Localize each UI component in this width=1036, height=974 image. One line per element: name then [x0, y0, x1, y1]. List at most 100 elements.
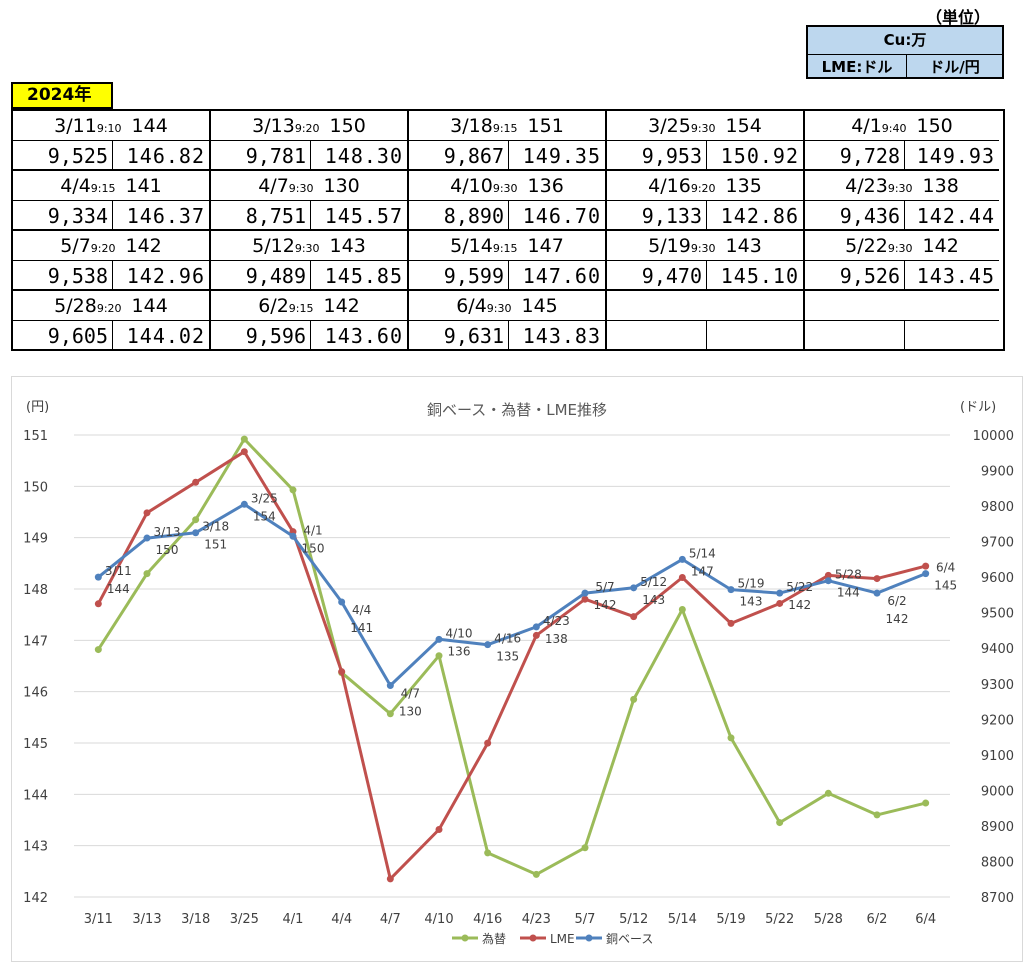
- rate-cell-exchange: 150.92: [707, 141, 805, 171]
- rate-time: 9:20: [294, 122, 320, 135]
- rate-time: 9:15: [492, 242, 518, 255]
- legend-label: 為替: [482, 932, 506, 946]
- rate-time: 9:30: [492, 182, 518, 195]
- copper-label-value: 141: [350, 621, 373, 635]
- rate-cell-exchange: 147.60: [509, 261, 607, 291]
- rate-cell-lme: 9,781: [211, 141, 311, 171]
- rate-date: 6/4: [456, 295, 487, 317]
- copper-label-value: 144: [837, 586, 860, 600]
- rate-cell-header: 4/49:15 141: [13, 171, 211, 201]
- legend-marker: [529, 934, 537, 942]
- y-left-tick-label: 143: [23, 840, 48, 855]
- rate-copper: 138: [922, 175, 959, 197]
- y-left-tick-label: 142: [23, 891, 48, 906]
- rate-cell: 5/129:30 143 9,489 145.85: [211, 231, 409, 291]
- copper-label-value: 130: [399, 705, 422, 719]
- unit-caption: （単位）: [926, 8, 991, 27]
- rate-date: 6/2: [258, 295, 289, 317]
- rate-copper: 144: [131, 115, 168, 137]
- series-point-2: [824, 577, 832, 585]
- copper-label-value: 151: [204, 538, 227, 552]
- y-right-tick-label: 9300: [981, 678, 1014, 693]
- rate-date: 4/4: [60, 175, 91, 197]
- y-right-tick-label: 9800: [981, 500, 1014, 515]
- rate-copper: 143: [329, 235, 366, 257]
- series-point-2: [727, 586, 735, 594]
- rate-time: 9:15: [288, 302, 314, 315]
- y-right-tick-label: 8800: [981, 855, 1014, 870]
- rate-cell: 4/239:30 138 9,436 142.44: [805, 171, 999, 231]
- unit-exchange-label: ドル/円: [929, 58, 980, 76]
- rate-date: 5/19: [648, 235, 691, 257]
- rate-cell-lme: 9,596: [211, 321, 311, 349]
- x-tick-label: 4/4: [331, 912, 352, 927]
- rate-cell: 4/49:15 141 9,334 146.37: [13, 171, 211, 231]
- rate-cell-exchange: 145.57: [311, 201, 409, 231]
- series-point-1: [338, 668, 346, 676]
- y-left-tick-label: 150: [23, 480, 48, 495]
- rate-date: 3/11: [54, 115, 97, 137]
- rate-cell-header: 3/139:20 150: [211, 111, 409, 141]
- rate-cell-lme: 9,525: [13, 141, 113, 171]
- series-point-0: [873, 811, 881, 819]
- chart: 銅ベース・為替・LME推移 (円) (ドル) 142 143 144 145 146 147 14…: [23, 400, 1014, 946]
- rate-cell-header: 6/49:30 145: [409, 291, 607, 321]
- series-point-2: [630, 584, 638, 592]
- series-point-0: [532, 870, 540, 878]
- rate-cell-exchange: 145.10: [707, 261, 805, 291]
- rate-cell: 4/109:30 136 8,890 146.70: [409, 171, 607, 231]
- rate-cell: 4/79:30 130 8,751 145.57: [211, 171, 409, 231]
- rate-cell-header: 3/189:15 151: [409, 111, 607, 141]
- copper-label-date: 4/4: [352, 603, 371, 617]
- rate-cell-exchange: 143.45: [905, 261, 999, 291]
- series-point-2: [532, 623, 540, 631]
- copper-label-date: 5/12: [640, 575, 667, 589]
- x-tick-label: 4/23: [522, 912, 551, 927]
- series-point-1: [824, 571, 832, 579]
- copper-label-value: 135: [496, 650, 519, 664]
- rate-cell-header: [805, 291, 999, 321]
- x-tick-label: 4/7: [380, 912, 401, 927]
- copper-label-value: 144: [107, 582, 130, 596]
- rate-cell-exchange: 146.70: [509, 201, 607, 231]
- rate-cell-header: 5/79:20 142: [13, 231, 211, 261]
- y-right-tick-label: 8700: [981, 891, 1014, 906]
- unit-box: Cu:万 LME:ドル ドル/円: [806, 25, 1004, 79]
- rate-cell-header: 3/259:30 154: [607, 111, 805, 141]
- rate-cell-lme: 9,631: [409, 321, 509, 349]
- rate-date: 4/10: [450, 175, 493, 197]
- chart-title: 銅ベース・為替・LME推移: [427, 401, 607, 419]
- rate-copper: 141: [125, 175, 162, 197]
- series-point-2: [338, 598, 346, 606]
- x-tick-label: 6/2: [867, 912, 888, 927]
- rate-date: 5/22: [845, 235, 888, 257]
- rate-cell-lme: [805, 321, 905, 349]
- rate-cell-lme: [607, 321, 707, 349]
- series-point-1: [776, 599, 784, 607]
- y-right-tick-label: 9100: [981, 749, 1014, 764]
- rate-cell-header: 4/19:40 150: [805, 111, 999, 141]
- rate-copper: 142: [922, 235, 959, 257]
- copper-label-date: 5/22: [786, 580, 813, 594]
- legend-label: 銅ベース: [606, 932, 653, 946]
- y-right-tick-label: 9600: [981, 571, 1014, 586]
- rate-copper: 150: [329, 115, 366, 137]
- series-point-0: [94, 646, 102, 654]
- year-label: 2024年: [11, 82, 113, 109]
- series-point-0: [192, 516, 200, 524]
- series-point-1: [532, 631, 540, 639]
- copper-label-date: 3/18: [202, 520, 229, 534]
- rate-time: 9:30: [486, 302, 512, 315]
- rate-cell-exchange: 148.30: [311, 141, 409, 171]
- series-point-0: [678, 606, 686, 614]
- copper-label-value: 150: [156, 543, 179, 557]
- copper-label-value: 138: [545, 632, 568, 646]
- rate-cell: 3/259:30 154 9,953 150.92: [607, 111, 805, 171]
- x-tick-label: 4/16: [473, 912, 502, 927]
- copper-label-value: 150: [302, 541, 325, 555]
- rate-date: 3/18: [450, 115, 493, 137]
- series-point-0: [581, 844, 589, 852]
- copper-label-date: 4/1: [303, 523, 322, 537]
- series-point-0: [630, 695, 638, 703]
- copper-label-value: 142: [886, 612, 909, 626]
